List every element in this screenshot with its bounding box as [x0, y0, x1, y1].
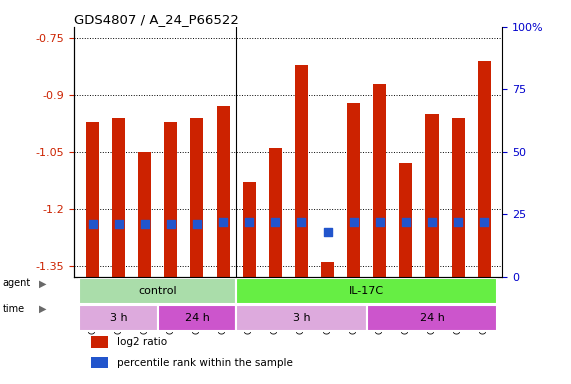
Text: agent: agent — [3, 278, 31, 288]
Bar — [347, 103, 360, 277]
Text: ▶: ▶ — [39, 304, 46, 314]
Bar — [86, 122, 99, 277]
Text: ▶: ▶ — [39, 278, 46, 288]
Bar — [367, 305, 497, 331]
Text: IL-17C: IL-17C — [349, 286, 384, 296]
Point — [349, 219, 358, 225]
Text: 24 h: 24 h — [420, 313, 444, 323]
Point — [297, 219, 306, 225]
Point — [140, 222, 149, 228]
Bar — [91, 336, 108, 348]
Bar — [425, 114, 439, 277]
Bar — [321, 262, 334, 277]
Text: 3 h: 3 h — [292, 313, 310, 323]
Bar — [373, 84, 386, 277]
Text: percentile rank within the sample: percentile rank within the sample — [117, 358, 293, 367]
Point — [244, 219, 254, 225]
Text: time: time — [3, 304, 25, 314]
Text: 3 h: 3 h — [110, 313, 127, 323]
Bar — [112, 118, 125, 277]
Bar — [138, 152, 151, 277]
Bar — [91, 357, 108, 368]
Bar — [236, 305, 367, 331]
Bar — [216, 106, 230, 277]
Bar — [79, 305, 158, 331]
Text: log2 ratio: log2 ratio — [117, 337, 167, 347]
Point — [480, 219, 489, 225]
Bar — [236, 278, 497, 304]
Point — [271, 219, 280, 225]
Point — [428, 219, 437, 225]
Text: control: control — [139, 286, 177, 296]
Point — [114, 222, 123, 228]
Bar — [164, 122, 178, 277]
Point — [192, 222, 202, 228]
Point — [323, 229, 332, 235]
Point — [375, 219, 384, 225]
Point — [166, 222, 175, 228]
Text: 24 h: 24 h — [184, 313, 210, 323]
Point — [219, 219, 228, 225]
Bar — [295, 65, 308, 277]
Bar — [399, 163, 412, 277]
Bar — [79, 278, 236, 304]
Bar — [269, 148, 282, 277]
Point — [401, 219, 411, 225]
Bar — [478, 61, 490, 277]
Point — [453, 219, 463, 225]
Bar — [243, 182, 256, 277]
Bar — [158, 305, 236, 331]
Point — [88, 222, 97, 228]
Text: GDS4807 / A_24_P66522: GDS4807 / A_24_P66522 — [74, 13, 239, 26]
Bar — [452, 118, 465, 277]
Bar — [191, 118, 203, 277]
